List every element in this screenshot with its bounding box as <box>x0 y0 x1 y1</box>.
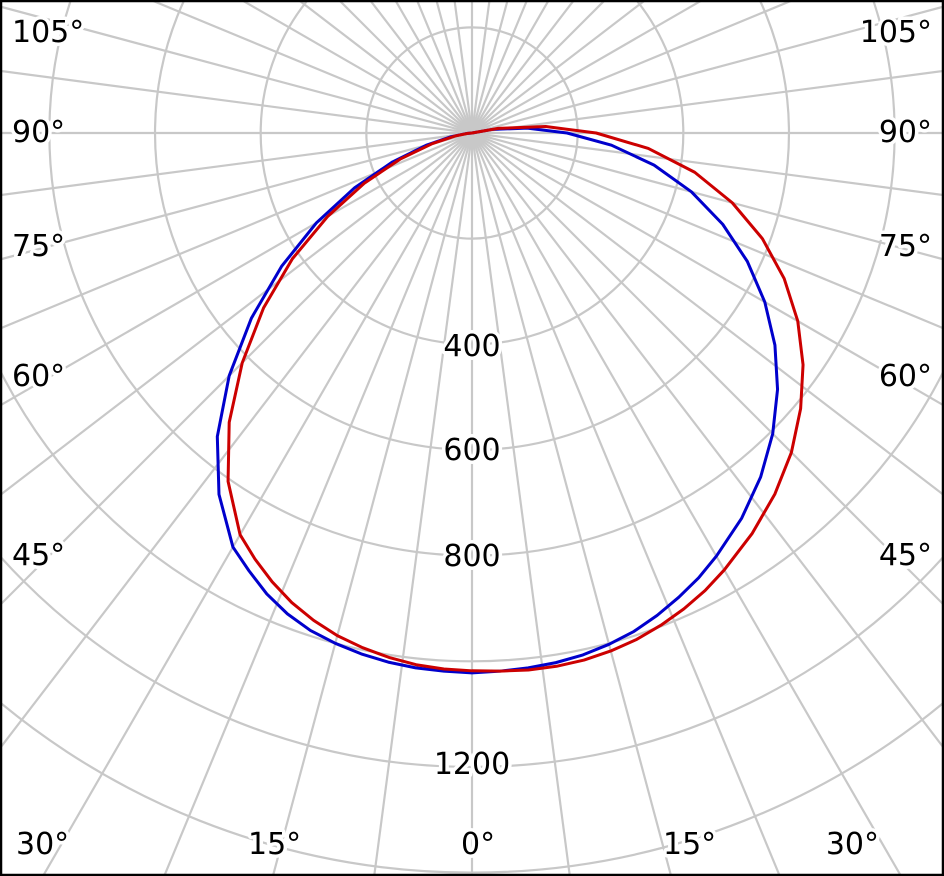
radial-label-halo: 1200 <box>434 747 510 782</box>
series-curve-2 <box>226 125 805 673</box>
angle-label-halo: 15° <box>248 827 301 862</box>
radial-tick-label: 400 <box>443 329 500 364</box>
angle-tick-label: 15° <box>248 827 301 862</box>
radial-label-halo: 600 <box>443 433 500 468</box>
angular-tick-labels: 105° 105° 90° 90° 75° 75° 60° 60° 45° 45° 30° 30° 15… <box>9 12 936 866</box>
angle-tick-label: 75° <box>879 229 932 264</box>
radial-tick-label: 600 <box>443 433 500 468</box>
angle-tick-label: 45° <box>879 538 932 573</box>
angle-tick-label: 90° <box>879 115 932 150</box>
angle-tick-label: 30° <box>826 827 879 862</box>
angle-label-halo: 75° <box>12 229 65 264</box>
angle-label-halo: 60° <box>879 359 932 394</box>
angle-label-halo: 60° <box>12 359 65 394</box>
angle-label-halo: 90° <box>12 115 65 150</box>
radial-label-halo: 400 <box>443 329 500 364</box>
angle-tick-label: 0° <box>461 827 495 862</box>
angle-label-halo: 90° <box>879 115 932 150</box>
angle-tick-label: 60° <box>879 359 932 394</box>
angle-label-halo: 30° <box>826 827 879 862</box>
radial-tick-label: 800 <box>443 539 500 574</box>
angle-label-halo: 30° <box>16 827 69 862</box>
angle-tick-label: 75° <box>12 229 65 264</box>
angle-label-halo: 105° <box>860 15 932 50</box>
angle-tick-label: 105° <box>860 15 932 50</box>
series-curves <box>215 125 805 675</box>
angle-tick-label: 15° <box>663 827 716 862</box>
radial-tick-label: 1200 <box>434 747 510 782</box>
angle-label-halo: 0° <box>461 827 495 862</box>
angle-label-halo: 105° <box>12 15 84 50</box>
angle-tick-label: 105° <box>12 15 84 50</box>
angle-label-halo: 15° <box>663 827 716 862</box>
angle-tick-label: 45° <box>12 538 65 573</box>
angle-tick-label: 30° <box>16 827 69 862</box>
angle-tick-label: 90° <box>12 115 65 150</box>
angle-label-halo: 75° <box>879 229 932 264</box>
angle-label-halo: 45° <box>12 538 65 573</box>
angle-label-halo: 45° <box>879 538 932 573</box>
angle-tick-label: 60° <box>12 359 65 394</box>
radial-label-halo: 800 <box>443 539 500 574</box>
